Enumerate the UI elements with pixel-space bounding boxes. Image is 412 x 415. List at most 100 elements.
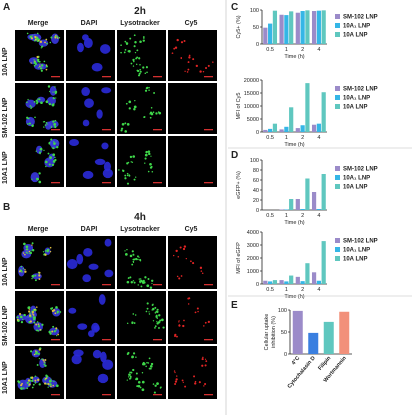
bar [295,128,300,132]
bar [279,209,284,210]
bar [284,126,289,132]
legend-label: 10A₁ LNP [343,176,370,182]
micrograph-tile [15,291,64,344]
bar [263,280,268,284]
scale-bar [204,394,213,396]
x-tick-label: 0.5 [266,213,274,219]
y-axis-label: eGFP+ (%) [236,171,242,199]
col-header-merge-b: Merge [27,226,49,233]
x-tick-label: 0.5 [266,47,274,53]
bar [295,199,300,210]
scale-bar [153,284,162,286]
y-axis-label: MFI of Cy5 [236,93,242,120]
legend-label: SM-102 LNP [343,167,378,173]
micrograph-tile [117,136,166,187]
bar [279,280,284,284]
micrograph-tile [117,83,166,134]
col-header-dapi-b: DAPI [80,226,98,233]
bar [339,311,350,354]
legend-label: 10A LNP [343,105,367,111]
legend-label: 10A LNP [343,33,367,39]
y-tick-label: 100 [278,308,287,314]
bar [321,10,326,44]
y-tick-label: 50 [253,25,259,31]
bar [316,10,321,44]
bar [289,11,294,44]
y-tick-label: 40 [253,188,259,194]
legend-swatch [335,86,340,91]
scale-bar [51,182,60,184]
legend-swatch [335,14,340,19]
bar [323,321,334,354]
scale-bar [51,76,60,78]
panel-label-c: C [231,2,239,13]
col-header-lysotracker: Lysotracker [120,20,160,27]
x-tick-label: 0.5 [266,287,274,293]
x-tick-label: 4 [317,213,320,219]
y-tick-label: 100 [250,8,259,14]
bar [295,12,300,44]
bar [272,123,278,132]
micrograph-tile [15,346,64,399]
legend-swatch [335,238,340,243]
legend-label: 10A₁ LNP [343,24,370,30]
bar [316,123,321,132]
y-tick-label: 10000 [244,104,259,110]
scale-bar [204,339,213,341]
bar [279,14,284,44]
scale-bar [102,339,111,341]
legend-swatch [335,175,340,180]
bar [263,129,268,132]
bar [272,280,278,284]
scale-bar [102,76,111,78]
x-tick-label: 2 [301,47,304,53]
bar [321,174,326,210]
micrograph-tile [168,291,217,344]
bar [311,124,317,132]
bar [279,129,284,132]
legend-swatch [335,104,340,109]
y-tick-label: 100 [250,158,259,164]
bar [300,209,305,210]
x-axis-label: Time (h) [284,142,304,148]
y-tick-label: 50 [281,330,287,336]
x-tick-label: 0.5 [266,135,274,141]
scale-bar [204,76,213,78]
x-tick-label: 2 [301,287,304,293]
y-tick-label: 15000 [244,91,259,97]
panel-label-d: D [231,150,239,161]
bar [284,281,289,284]
y-tick-label: 0 [256,208,259,214]
legend-swatch [335,32,340,37]
x-tick-label: 4°C [291,355,302,366]
scale-bar [204,182,213,184]
bar [300,281,305,284]
panel-a-title: 2h [134,6,146,17]
bar [289,107,294,132]
micrograph-tile [117,236,166,289]
micrograph-tile [66,136,115,187]
bar [321,92,326,132]
scale-bar [153,129,162,131]
legend-label: 10A LNP [343,185,367,191]
scale-bar [204,129,213,131]
y-tick-label: 5000 [247,117,259,123]
y-axis-label: MFI of eGFP [236,242,242,274]
bar [305,263,310,284]
micrograph-tile [66,236,115,289]
micrograph-tile [66,291,115,344]
micrograph-tile [66,346,115,399]
micrograph-tile [168,346,217,399]
bar [311,272,317,284]
x-tick-label: 1 [285,47,288,53]
y-tick-label: 0 [256,42,259,48]
micrograph-tile [15,83,64,134]
micrograph-grid-b [15,236,217,406]
col-header-merge: Merge [27,20,49,27]
y-tick-label: 0 [256,282,259,288]
micrograph-tile [168,236,217,289]
legend-swatch [335,23,340,28]
y-tick-label: 2000 [247,256,259,262]
micrograph-tile [15,30,64,81]
bar [272,10,278,44]
